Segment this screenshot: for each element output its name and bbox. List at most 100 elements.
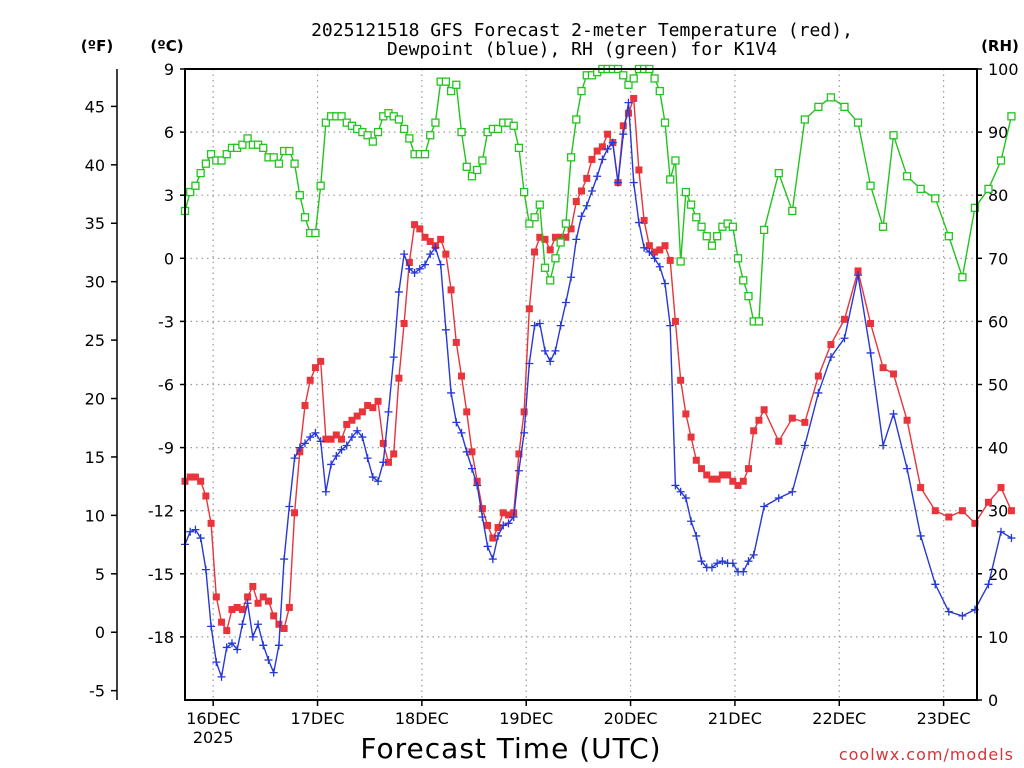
relative-humidity-point: [996, 156, 1006, 165]
relative-humidity-point: [452, 80, 461, 89]
rh-tick-label: 80: [988, 186, 1008, 205]
dewpoint-point: [274, 641, 283, 650]
relative-humidity-point: [728, 222, 737, 231]
relative-humidity-point: [650, 74, 659, 83]
dewpoint-point: [347, 433, 356, 442]
dewpoint-point: [889, 409, 898, 418]
dewpoint-point: [997, 527, 1005, 536]
dewpoint-point: [494, 531, 503, 540]
temperature-point: [348, 416, 356, 424]
rh-tick-label: 10: [988, 628, 1008, 647]
relative-humidity-point: [629, 74, 638, 83]
celsius-unit-label: (ºC): [150, 37, 183, 55]
rh-tick-label: 30: [988, 502, 1008, 521]
dewpoint-point: [582, 201, 591, 210]
relative-humidity-point: [889, 131, 898, 140]
relative-humidity-point: [984, 184, 993, 194]
relative-humidity-point: [866, 181, 875, 190]
fahrenheit-axis: -5 0 5 10 15 20 25 30 35 40 45: [85, 69, 118, 701]
dewpoint-point: [944, 607, 953, 616]
temperature-point: [903, 416, 911, 424]
celsius-axis: -18 -15 -12 -9 -6 -3 0 3 6 9: [148, 60, 185, 647]
dewpoint-point: [384, 407, 393, 416]
temperature-point: [656, 246, 664, 254]
temperature-point: [218, 618, 226, 626]
dewpoint-point: [196, 534, 205, 543]
celsius-tick-label: -12: [148, 502, 174, 521]
temperature-point: [364, 402, 372, 410]
dewpoint-point: [259, 641, 268, 650]
temperature-point: [515, 450, 523, 458]
relative-humidity-point: [619, 71, 628, 80]
temperature-point: [840, 315, 848, 323]
temperature-point: [332, 431, 340, 439]
relative-humidity-point: [196, 168, 205, 178]
dewpoint-point: [327, 460, 336, 469]
dewpoint-point: [546, 357, 555, 366]
relative-humidity-point: [707, 241, 717, 250]
relative-humidity-point: [405, 134, 414, 143]
temperature-point: [635, 166, 643, 174]
temperature-point: [296, 448, 304, 456]
temperature-point: [713, 475, 721, 483]
dewpoint-line: [184, 102, 1012, 680]
temperature-point: [202, 492, 210, 500]
relative-humidity-point: [1007, 112, 1016, 121]
celsius-tick-label: 6: [164, 123, 174, 142]
relative-humidity-point: [572, 115, 581, 124]
fahrenheit-tick-label: -5: [89, 682, 105, 701]
dewpoint-point: [728, 559, 737, 568]
temperature-point: [971, 519, 979, 527]
dewpoint-point: [666, 321, 675, 330]
relative-humidity-point: [300, 213, 310, 222]
dewpoint-point: [561, 298, 570, 307]
dewpoint-point: [389, 353, 398, 362]
dewpoint-point: [436, 260, 445, 269]
dewpoint-point: [233, 645, 242, 654]
dewpoint-point: [254, 620, 263, 629]
dewpoint-point: [441, 325, 450, 334]
temperature-point: [734, 481, 742, 489]
relative-humidity-point: [394, 115, 404, 124]
dewpoint-point: [238, 620, 247, 629]
dewpoint-point: [530, 321, 539, 330]
temperature-point: [567, 225, 575, 233]
relative-humidity-point: [671, 156, 680, 165]
relative-humidity-point: [446, 86, 456, 96]
rh-tick-label: 50: [988, 376, 1008, 395]
relative-humidity-point: [274, 159, 284, 168]
dewpoint-point: [457, 428, 466, 437]
dewpoint-point: [332, 452, 341, 461]
temperature-point: [598, 143, 606, 151]
temperature-point: [421, 233, 429, 241]
relative-humidity-point: [525, 219, 534, 228]
dewpoint-point: [467, 464, 476, 473]
dewpoint-point: [285, 502, 294, 511]
dewpoint-point: [760, 502, 769, 511]
dewpoint-point: [201, 565, 210, 574]
plot-frame: [184, 68, 978, 701]
temperature-point: [578, 187, 586, 195]
relative-humidity-point: [800, 115, 809, 124]
dewpoint-point: [903, 464, 912, 473]
time-tick-label: 21DEC: [708, 709, 762, 728]
dewpoint-point: [363, 454, 372, 463]
time-tick-label: 19DEC: [499, 709, 553, 728]
relative-humidity-point: [556, 238, 565, 247]
rh-tick-label: 60: [988, 312, 1008, 331]
time-tick-label: 16DEC: [186, 709, 240, 728]
relative-humidity-point: [754, 317, 764, 326]
rh-tick-label: 40: [988, 439, 1008, 458]
temperature-line: [184, 98, 1013, 633]
temperature-point: [698, 465, 706, 473]
temperature-point: [463, 408, 471, 416]
relative-humidity-point: [702, 232, 711, 241]
celsius-tick-label: 0: [164, 249, 174, 268]
relative-humidity-point: [259, 143, 268, 153]
temperature-point: [562, 233, 570, 241]
relative-humidity-point: [697, 222, 706, 231]
celsius-tick-label: 9: [164, 60, 174, 79]
relative-humidity-point: [519, 187, 529, 197]
relative-humidity-point: [840, 102, 849, 112]
